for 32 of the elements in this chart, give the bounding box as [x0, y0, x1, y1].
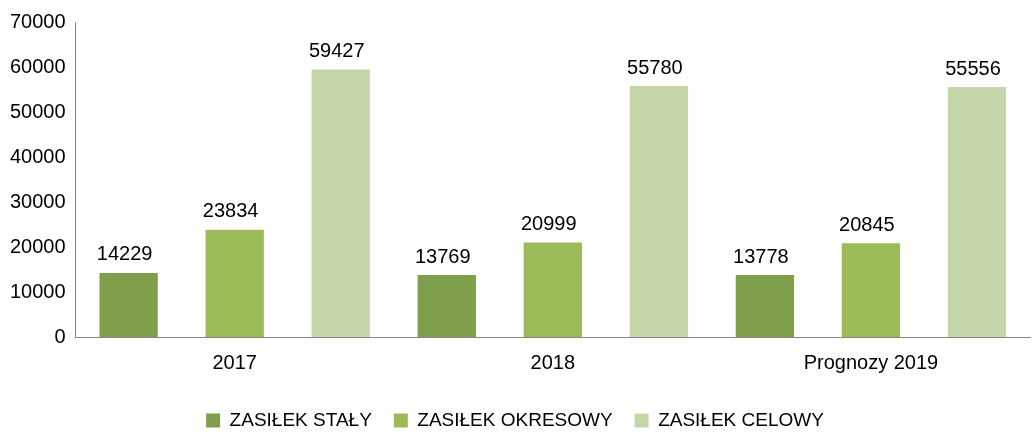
- x-tick-label: 2017: [212, 350, 257, 373]
- data-label: 20845: [839, 212, 895, 235]
- legend-label: ZASIŁEK CELOWY: [658, 408, 825, 430]
- bar: [311, 69, 370, 337]
- y-tick-label: 60000: [9, 54, 66, 77]
- legend-label: ZASIŁEK OKRESOWY: [417, 408, 613, 430]
- x-tick-label: 2018: [530, 350, 576, 373]
- data-label: 20999: [521, 212, 577, 235]
- bar: [99, 272, 158, 337]
- y-tick-label: 20000: [9, 234, 66, 257]
- legend-label: ZASIŁEK STAŁY: [229, 408, 373, 430]
- data-label: 23834: [202, 199, 259, 222]
- data-label: 14229: [96, 242, 153, 265]
- data-label: 55556: [945, 56, 1001, 79]
- data-label: 55780: [627, 55, 683, 78]
- bar: [841, 243, 901, 337]
- y-tick-label: 10000: [9, 279, 66, 302]
- data-label: 13778: [733, 244, 789, 267]
- bar: [417, 275, 476, 337]
- bar: [205, 229, 264, 337]
- y-tick-label: 50000: [9, 99, 66, 122]
- bar: [629, 85, 689, 337]
- y-tick-label: 70000: [9, 9, 66, 32]
- data-label: 59427: [308, 39, 365, 62]
- y-tick-label: 0: [54, 324, 66, 347]
- bar: [735, 275, 795, 337]
- bar: [947, 87, 1007, 337]
- bar: [523, 242, 582, 337]
- y-tick-label: 30000: [9, 189, 66, 212]
- y-tick-label: 40000: [9, 144, 66, 167]
- data-label: 13769: [414, 244, 471, 267]
- x-tick-label: Prognozy 2019: [803, 350, 939, 373]
